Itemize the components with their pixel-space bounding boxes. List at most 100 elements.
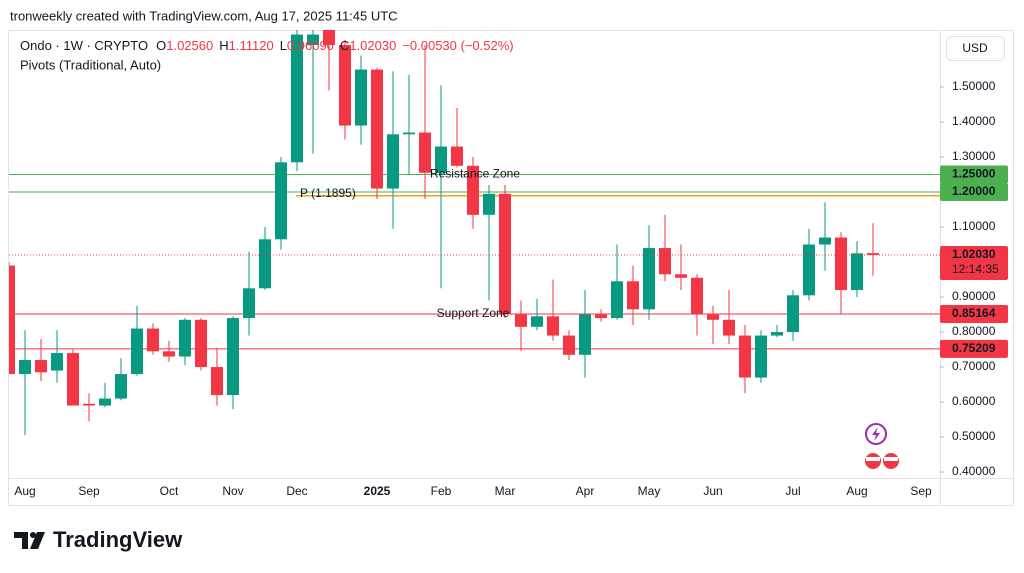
candle-body xyxy=(179,319,191,357)
flag-stripe xyxy=(866,457,880,461)
x-tick-label: Mar xyxy=(495,484,516,498)
x-tick-label: Dec xyxy=(286,484,307,498)
x-tick-label: Jun xyxy=(703,484,722,498)
x-tick-label: Apr xyxy=(576,484,595,498)
candle-body xyxy=(9,265,15,375)
legend-symbol: Ondo · 1W · CRYPTO xyxy=(20,38,148,53)
event-icons xyxy=(863,423,901,471)
x-tick-label: May xyxy=(638,484,661,498)
legend-value: 1.11120 xyxy=(229,38,274,53)
candle-body xyxy=(275,162,287,240)
candle-body xyxy=(787,295,799,333)
candle-body xyxy=(419,132,431,173)
legend-key: L xyxy=(280,38,287,53)
candle-body xyxy=(291,34,303,163)
header-title: tronweekly created with TradingView.com,… xyxy=(10,8,398,23)
overlay: Ondo · 1W · CRYPTO O1.02560 H1.11120 L0.960… xyxy=(14,38,1008,498)
candle-body xyxy=(67,353,79,406)
y-tick-label: 1.10000 xyxy=(952,219,996,233)
candle-body xyxy=(227,318,239,396)
legend-value: 1.02560 xyxy=(166,38,213,53)
candle-body xyxy=(579,314,591,355)
candle-body xyxy=(435,146,447,173)
last-price-box xyxy=(940,245,1008,280)
candle-body xyxy=(547,316,559,336)
zone-label: Resistance Zone xyxy=(430,167,520,181)
candle-body xyxy=(403,132,415,135)
candle-body xyxy=(675,274,687,278)
y-tick-label: 1.40000 xyxy=(952,114,996,128)
y-tick-label: 0.70000 xyxy=(952,359,996,373)
candle-body xyxy=(835,237,847,291)
currency: USD xyxy=(962,41,988,55)
legend-key: O xyxy=(156,38,166,53)
level-price-label: 0.85164 xyxy=(952,306,996,320)
candle-body xyxy=(307,34,319,46)
x-tick-label: 2025 xyxy=(364,484,391,498)
y-tick-label: 0.90000 xyxy=(952,289,996,303)
level-price-box xyxy=(940,183,1008,202)
candle-body xyxy=(851,253,863,291)
plot-area xyxy=(9,30,940,436)
x-tick-label: Oct xyxy=(160,484,179,498)
zone-label: Support Zone xyxy=(437,306,510,320)
y-tick-label: 1.30000 xyxy=(952,149,996,163)
x-tick-label: Aug xyxy=(14,484,35,498)
y-tick-label: 0.60000 xyxy=(952,394,996,408)
candle-body xyxy=(483,193,495,215)
candle-body xyxy=(707,314,719,320)
candle-body xyxy=(51,353,63,371)
candle-body xyxy=(627,281,639,310)
legend: Ondo · 1W · CRYPTO O1.02560 H1.11120 L0.960… xyxy=(20,38,514,53)
candle-body xyxy=(643,248,655,310)
y-tick-label: 1.50000 xyxy=(952,79,996,93)
x-tick-label: Nov xyxy=(222,484,243,498)
level-price-box xyxy=(940,304,1008,323)
legend-key: C xyxy=(340,38,349,53)
candle-body xyxy=(755,335,767,378)
event-icon-bolt xyxy=(872,427,880,441)
chart-frame xyxy=(8,30,1014,506)
candle-body xyxy=(691,277,703,315)
last-price-label: 1.02030 xyxy=(952,247,996,261)
footer-logo xyxy=(14,532,45,549)
candle-body xyxy=(739,335,751,378)
candle-body xyxy=(83,403,95,406)
y-tick-label: 0.50000 xyxy=(952,429,996,443)
footer-brand: TradingView xyxy=(53,527,183,552)
candle-body xyxy=(611,281,623,319)
level-price-label: 0.75209 xyxy=(952,341,996,355)
candle-body xyxy=(211,367,223,396)
candle-body xyxy=(867,253,879,255)
currency-box[interactable] xyxy=(946,36,1005,61)
candle-body xyxy=(243,288,255,319)
candle-body xyxy=(499,193,511,315)
candle-body xyxy=(99,398,111,406)
countdown: 12:14:35 xyxy=(952,262,999,276)
candle-body xyxy=(819,237,831,245)
x-tick-label: Jul xyxy=(785,484,800,498)
candle-body xyxy=(259,239,271,289)
level-price-label: 1.20000 xyxy=(952,184,996,198)
y-tick-label: 0.40000 xyxy=(952,464,996,478)
candle-body xyxy=(723,319,735,336)
x-tick-label: Feb xyxy=(431,484,452,498)
x-tick-label: Sep xyxy=(910,484,932,498)
candle-body xyxy=(515,314,527,327)
legend-value: 1.02030 xyxy=(349,38,396,53)
logo-mark xyxy=(14,532,28,549)
y-tick-label: 0.80000 xyxy=(952,324,996,338)
candle-body xyxy=(803,244,815,296)
candle-body xyxy=(339,45,351,126)
candle-body xyxy=(531,316,543,327)
candle-body xyxy=(35,360,47,373)
x-tick-label: Aug xyxy=(846,484,867,498)
candle-body xyxy=(19,360,31,375)
candle-body xyxy=(147,328,159,352)
candle-body xyxy=(595,314,607,319)
legend-value: 0.96090 xyxy=(287,38,334,53)
candle-body xyxy=(371,69,383,189)
candle-body xyxy=(163,351,175,357)
